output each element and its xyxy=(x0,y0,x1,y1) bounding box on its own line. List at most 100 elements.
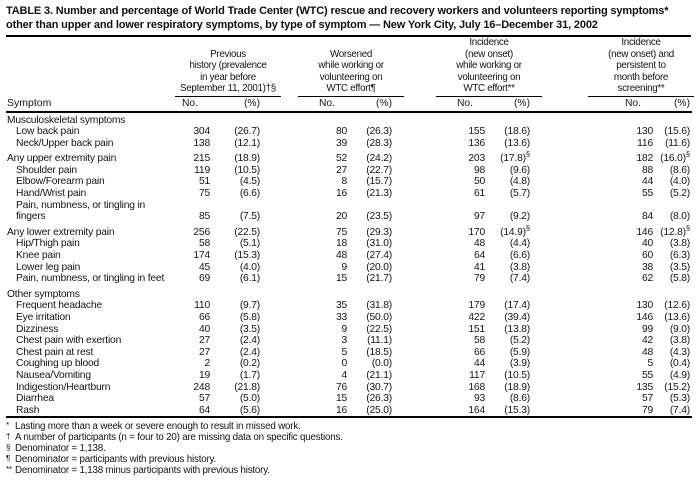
value-cell: 55 xyxy=(641,369,653,381)
footnote-text: Denominator = 1,138 minus participants w… xyxy=(15,465,270,477)
value-cell: (4.0) xyxy=(669,176,690,188)
value-cell: (18.9) xyxy=(504,381,530,393)
value-cell: 16 xyxy=(335,188,347,200)
value-cell: 9 xyxy=(341,323,347,335)
value-cell: 75 xyxy=(198,188,210,200)
value-cell: 39 xyxy=(335,137,347,149)
value-cell: 61 xyxy=(473,188,485,200)
symptom-label: Knee pain xyxy=(16,250,61,262)
value-cell: 135 xyxy=(636,381,653,393)
value-cell: 27 xyxy=(198,335,210,347)
symptom-label: Hand/Wrist pain xyxy=(16,188,87,200)
value-cell: (12.6) xyxy=(664,300,690,312)
value-cell: (15.7) xyxy=(366,176,392,188)
value-cell: (26.3) xyxy=(366,126,392,138)
value-cell: (18.5) xyxy=(366,346,392,358)
value-cell: (8.6) xyxy=(669,164,690,176)
value-cell: (5.3) xyxy=(669,393,690,405)
value-cell: (6.3) xyxy=(669,250,690,262)
footnotes: * Lasting more than a week or severe enou… xyxy=(6,421,691,476)
value-cell: (3.5) xyxy=(239,323,260,335)
value-cell: (39.4) xyxy=(504,312,530,323)
value-cell: (4.8) xyxy=(509,176,530,188)
value-cell: (18.9) xyxy=(234,153,260,165)
value-cell: 0 xyxy=(341,358,347,370)
table-row: Low back pain 304 (26.7) 80 (26.3) 155 (… xyxy=(6,126,692,138)
group-header-incidence-new-onset-label: Incidence (new onset) while working or v… xyxy=(436,37,542,97)
table-row: Nausea/Vomiting 19 (1.7) 4 (21.1) 117 (1… xyxy=(6,370,692,382)
symptom-label: Low back pain xyxy=(16,126,80,138)
value-cell: 117 xyxy=(469,369,485,381)
value-cell: (5.7) xyxy=(509,188,530,200)
value-cell: 19 xyxy=(198,369,210,381)
value-cell: (4.9) xyxy=(669,369,690,381)
value-cell: (21.7) xyxy=(366,273,392,285)
symptom-label: Neck/Upper back pain xyxy=(16,137,114,149)
value-cell: 16 xyxy=(335,404,347,416)
value-cell: 40 xyxy=(198,323,210,335)
value-cell: (13.6) xyxy=(664,312,690,323)
symptom-label: Chest pain with exertion xyxy=(16,335,122,347)
value-cell: (0.0) xyxy=(371,358,392,370)
value-cell: 179 xyxy=(468,300,485,312)
value-cell: (17.4) xyxy=(504,300,530,312)
value-cell: (0.4) xyxy=(669,358,690,370)
footnote-text: Denominator = participants with previous… xyxy=(15,454,217,466)
value-cell: (18.6) xyxy=(504,126,530,138)
value-cell: (4.3) xyxy=(669,346,690,358)
value-cell: (15.3) xyxy=(234,250,260,262)
value-cell: (3.8) xyxy=(509,261,530,273)
value-cell: (23.5) xyxy=(366,211,392,223)
value-cell: 62 xyxy=(641,273,653,285)
value-cell: (3.8) xyxy=(669,335,690,347)
group-header-worsened-label: Worsened while working or volunteering o… xyxy=(298,49,404,97)
value-cell: 304 xyxy=(193,126,210,138)
value-cell: (16.0)§ xyxy=(660,149,690,165)
value-cell: 2 xyxy=(204,358,210,370)
symptom-label: Eye irritation xyxy=(16,312,71,323)
symptom-label: Frequent headache xyxy=(16,300,102,312)
value-cell: 164 xyxy=(468,404,485,416)
value-cell: 93 xyxy=(473,393,485,405)
symptom-label: Nausea/Vomiting xyxy=(16,369,91,381)
table-row: Hand/Wrist pain 75 (6.6) 16 (21.3) 61 (5… xyxy=(6,188,692,200)
title-divider xyxy=(6,35,691,37)
value-cell: (2.4) xyxy=(239,346,260,358)
table-header: Symptom Previous history (prevalence in … xyxy=(6,37,694,113)
table-row: Neck/Upper back pain 138 (12.1) 39 (28.3… xyxy=(6,138,692,150)
value-cell: (5.2) xyxy=(669,188,690,200)
value-cell: 27 xyxy=(198,346,210,358)
pct-subheader: (%) xyxy=(349,96,394,113)
no-subheader: No. xyxy=(175,96,212,113)
value-cell: (21.3) xyxy=(366,188,392,200)
footnote: § Denominator = 1,138. xyxy=(6,443,691,454)
value-cell: 45 xyxy=(198,261,210,273)
value-cell: (6.6) xyxy=(509,250,530,262)
value-cell: 57 xyxy=(641,393,653,405)
symptom-label: Any upper extremity pain xyxy=(7,153,117,165)
value-cell: 48 xyxy=(641,346,653,358)
value-cell: 9 xyxy=(341,261,347,273)
value-cell: (15.6) xyxy=(664,126,690,138)
value-cell: 97 xyxy=(473,211,485,223)
value-cell: 79 xyxy=(641,404,653,416)
value-cell: 256 xyxy=(193,226,210,238)
symptom-label: Diarrhea xyxy=(16,393,54,405)
value-cell: 57 xyxy=(198,393,210,405)
value-cell: (3.5) xyxy=(669,261,690,273)
value-cell: (8.6) xyxy=(509,393,530,405)
footnote: ¶ Denominator = participants with previou… xyxy=(6,454,691,465)
symptom-label: Dizziness xyxy=(16,323,59,335)
footnote-text: A number of participants (n = four to 20… xyxy=(15,432,343,444)
value-cell: 168 xyxy=(468,381,485,393)
value-cell: (5.9) xyxy=(509,346,530,358)
value-cell: (20.0) xyxy=(366,261,392,273)
table-row: Coughing up blood 2 (0.2) 0 (0.0) 44 (3.… xyxy=(6,358,692,370)
group-header-incidence-new-onset: Incidence (new onset) while working or v… xyxy=(394,37,542,97)
value-cell: 41 xyxy=(473,261,485,273)
group-header-incidence-persistent-label: Incidence (new onset) and persistent to … xyxy=(588,37,694,97)
value-cell: (25.0) xyxy=(366,404,392,416)
value-cell: (28.3) xyxy=(366,137,392,149)
value-cell: 88 xyxy=(641,164,653,176)
symptom-label: Pain, numbness, or tingling in fingers xyxy=(16,199,146,223)
